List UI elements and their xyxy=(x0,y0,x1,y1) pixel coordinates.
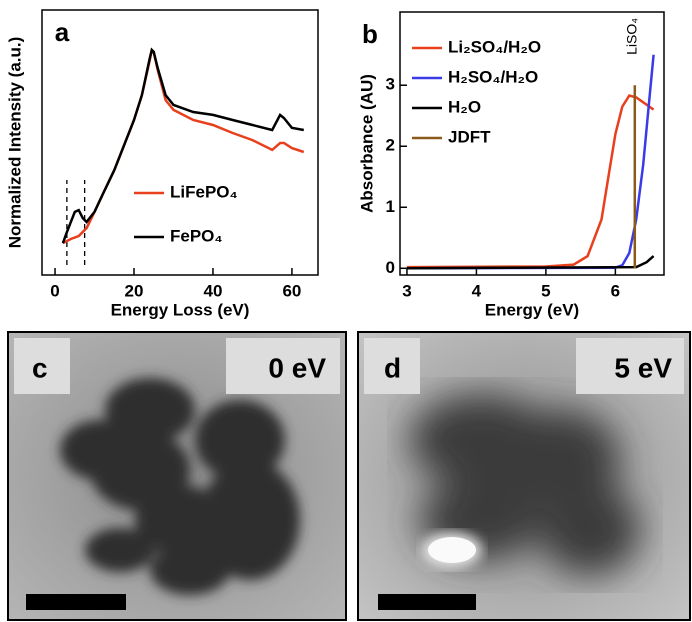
x-tick-label: 20 xyxy=(125,281,144,300)
y-tick-label: 1 xyxy=(386,197,395,216)
image-d: d 5 eV xyxy=(357,331,691,621)
image-label: d xyxy=(384,352,401,383)
chart-panel: 0 20 40 60 Energy Loss (eV) Normalized Intens… xyxy=(5,9,319,319)
x-tick-label: 3 xyxy=(402,281,411,300)
image-energy: 5 eV xyxy=(614,352,672,383)
y-tick-label: 2 xyxy=(386,136,395,155)
panel-label: a xyxy=(55,17,70,47)
plot-frame xyxy=(41,9,319,276)
legend-label: Li₂SO₄/H₂O xyxy=(448,37,541,56)
data-line xyxy=(62,47,305,245)
y-axis-label: Normalized Intensity (a.u.) xyxy=(5,37,24,249)
y-tick-label: 3 xyxy=(386,75,395,94)
image-energy: 0 eV xyxy=(268,352,326,383)
image-label: c xyxy=(32,352,48,383)
x-tick-label: 5 xyxy=(541,281,550,300)
annotation: LiSO₄ xyxy=(624,18,640,55)
data-line xyxy=(61,47,305,244)
data-line xyxy=(406,255,655,270)
panel-label: b xyxy=(362,19,378,49)
legend-label: FePO₄ xyxy=(170,226,223,245)
chart-panel: 3 4 5 6 0 1 2 3 Energy (eV) Absorbance (AU) b LiSO₄… xyxy=(357,11,665,319)
x-tick-label: 4 xyxy=(472,281,482,300)
legend-label: H₂O xyxy=(448,97,481,116)
x-tick-label: 40 xyxy=(204,281,223,300)
x-tick-label: 6 xyxy=(611,281,620,300)
image-c: c 0 eV xyxy=(7,331,347,621)
data-line xyxy=(406,54,655,270)
data-line xyxy=(406,94,655,269)
x-axis-label: Energy Loss (eV) xyxy=(111,300,250,319)
legend-label: H₂SO₄/H₂O xyxy=(448,67,538,86)
y-tick-label: 0 xyxy=(386,258,395,277)
legend-label: JDFT xyxy=(448,127,491,146)
x-tick-label: 60 xyxy=(282,281,301,300)
y-axis-label: Absorbance (AU) xyxy=(357,74,376,213)
x-axis-label: Energy (eV) xyxy=(485,300,579,319)
x-tick-label: 0 xyxy=(50,281,59,300)
plot-frame xyxy=(399,11,665,276)
legend-label: LiFePO₄ xyxy=(170,182,238,201)
